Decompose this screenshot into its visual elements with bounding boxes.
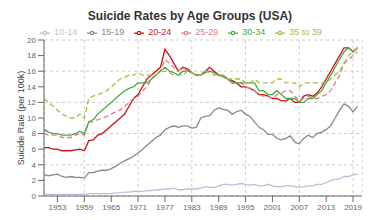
svg-text:1965: 1965 (102, 203, 120, 212)
svg-text:12: 12 (27, 98, 36, 107)
svg-text:16: 16 (27, 67, 36, 76)
html-text:15-19: 15-19 (101, 27, 125, 37)
html-text:20-24: 20-24 (148, 27, 172, 37)
svg-text:1995: 1995 (237, 203, 255, 212)
svg-text:18: 18 (27, 51, 36, 60)
svg-text:1959: 1959 (75, 203, 93, 212)
svg-text:2: 2 (32, 176, 37, 185)
svg-text:1971: 1971 (129, 203, 147, 212)
svg-text:6: 6 (32, 145, 37, 154)
svg-text:2013: 2013 (317, 203, 335, 212)
html-text:10-14: 10-14 (54, 27, 78, 37)
svg-text:0: 0 (32, 192, 37, 201)
svg-text:4: 4 (32, 161, 37, 170)
svg-text:1983: 1983 (183, 203, 201, 212)
html-text:25-29: 25-29 (195, 27, 219, 37)
svg-text:1977: 1977 (156, 203, 174, 212)
svg-text:8: 8 (32, 129, 37, 138)
svg-text:10: 10 (27, 114, 36, 123)
html-text:30-34: 30-34 (242, 27, 266, 37)
svg-text:2019: 2019 (344, 203, 362, 212)
svg-text:Suicide Rate (per 100k): Suicide Rate (per 100k) (16, 71, 26, 166)
html-text:Suicide Rates by Age Groups (U: Suicide Rates by Age Groups (USA) (87, 9, 293, 23)
svg-text:14: 14 (27, 83, 36, 92)
svg-text:1989: 1989 (210, 203, 228, 212)
html-text:35 to 39: 35 to 39 (289, 27, 322, 37)
svg-text:20: 20 (27, 36, 36, 45)
svg-text:2001: 2001 (264, 203, 282, 212)
svg-text:2007: 2007 (290, 203, 308, 212)
svg-text:1953: 1953 (49, 203, 67, 212)
